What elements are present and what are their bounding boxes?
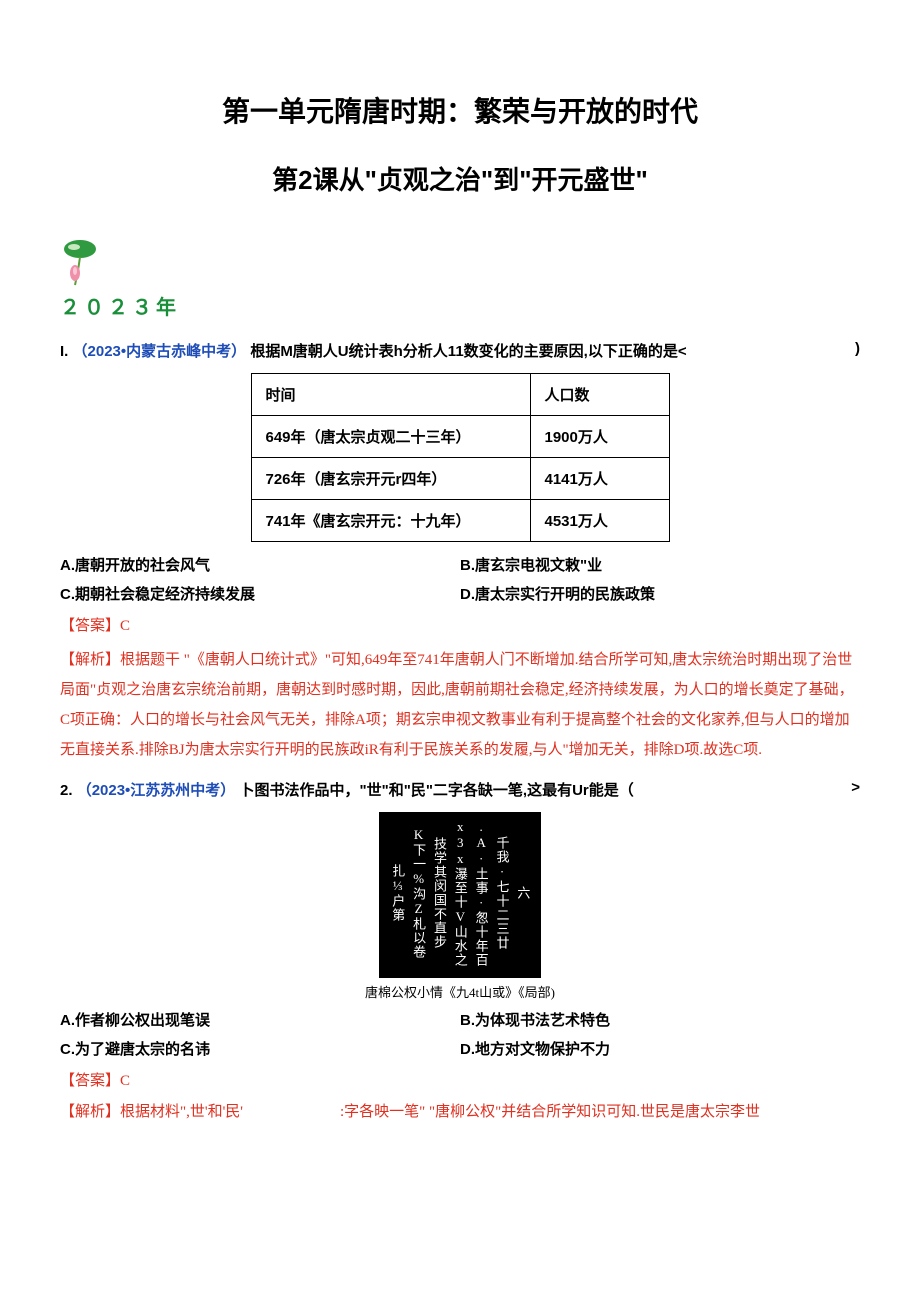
q1-table: 时间 人口数 649年（唐太宗贞观二十三年） 1900万人 726年（唐玄宗开元… (251, 373, 670, 542)
calligraphy-image: 扎⅓户第 K下一%沟Z札以卷 技学其闵国不直步 x3x瀑至十V山水之 .A·土事… (60, 812, 860, 978)
lotus-icon (60, 237, 120, 287)
calligraphy-col: 六 (515, 818, 531, 968)
q2-paren: > (851, 779, 860, 796)
table-cell: 4141万人 (530, 458, 669, 500)
year-label-2023: ２０２３年 (60, 291, 860, 320)
table-cell: 4531万人 (530, 500, 669, 542)
q2-text: 卜图书法作品中，"世"和"民"二字各缺一笔,这最有Ur能是（ (239, 782, 633, 799)
unit-title: 第一单元隋唐时期：繁荣与开放的时代 (60, 90, 860, 130)
calligraphy-col: 技学其闵国不直步 (431, 818, 447, 968)
table-cell: 649年（唐太宗贞观二十三年） (251, 416, 530, 458)
lesson-title: 第2课从"贞观之治"到"开元盛世" (60, 160, 860, 197)
q1-answer: 【答案】C (60, 614, 860, 635)
table-cell: 741年《唐玄宗开元：十九年） (251, 500, 530, 542)
lotus-decoration: ２０２３年 (60, 237, 860, 320)
q1-text: 根据M唐朝人U统计表h分析人11数变化的主要原因,以下正确的是< (250, 343, 686, 360)
q2-number: 2. (60, 782, 73, 799)
calligraphy-caption: 唐棉公权小情《九4t山或》《局部) (60, 982, 860, 1001)
calligraphy-col: 千我·七十二三廿 (494, 818, 510, 968)
calligraphy-col: 扎⅓户第 (390, 818, 406, 968)
table-row: 649年（唐太宗贞观二十三年） 1900万人 (251, 416, 669, 458)
q1-stem: I. （2023•内蒙古赤峰中考） 根据M唐朝人U统计表h分析人11数变化的主要… (60, 340, 860, 361)
calligraphy-col: x3x瀑至十V山水之 (452, 818, 468, 968)
table-header-time: 时间 (251, 374, 530, 416)
q2-option-a: A.作者柳公权出现笔误 (60, 1009, 460, 1030)
q2-stem: 2. （2023•江苏苏州中考） 卜图书法作品中，"世"和"民"二字各缺一笔,这… (60, 779, 860, 800)
q1-paren: ) (855, 340, 860, 357)
table-row: 时间 人口数 (251, 374, 669, 416)
table-cell: 726年（唐玄宗开元r四年） (251, 458, 530, 500)
q2-explain-right: :字各映一笔" "唐柳公权"并结合所学知识可知.世民是唐太宗李世 (340, 1100, 860, 1121)
q1-explain: 【解析】根据题干 "《唐朝人口统计式》"可知,649年至741年唐朝人门不断增加… (60, 645, 860, 765)
q2-options: A.作者柳公权出现笔误 B.为体现书法艺术特色 C.为了避唐太宗的名讳 D.地方… (60, 1009, 860, 1059)
q1-option-b: B.唐玄宗电视文敕"业 (460, 554, 860, 575)
q2-explain: 【解析】根据材料",世'和'民' :字各映一笔" "唐柳公权"并结合所学知识可知… (60, 1100, 860, 1121)
q2-option-b: B.为体现书法艺术特色 (460, 1009, 860, 1030)
q2-source: （2023•江苏苏州中考） (77, 782, 236, 799)
q1-source: （2023•内蒙古赤峰中考） (73, 343, 247, 360)
q1-number: I. (60, 343, 68, 360)
calligraphy-col: .A·土事·怱十年百 (473, 818, 489, 968)
q1-option-d: D.唐太宗实行开明的民族政策 (460, 583, 860, 604)
q2-option-c: C.为了避唐太宗的名讳 (60, 1038, 460, 1059)
table-header-pop: 人口数 (530, 374, 669, 416)
q2-explain-left: 【解析】根据材料",世'和'民' (60, 1100, 340, 1121)
q2-option-d: D.地方对文物保护不力 (460, 1038, 860, 1059)
table-row: 741年《唐玄宗开元：十九年） 4531万人 (251, 500, 669, 542)
q1-option-a: A.唐朝开放的社会风气 (60, 554, 460, 575)
calligraphy-col: K下一%沟Z札以卷 (411, 818, 427, 968)
table-row: 726年（唐玄宗开元r四年） 4141万人 (251, 458, 669, 500)
q1-options: A.唐朝开放的社会风气 B.唐玄宗电视文敕"业 C.期朝社会稳定经济持续发展 D… (60, 554, 860, 604)
q1-option-c: C.期朝社会稳定经济持续发展 (60, 583, 460, 604)
q2-answer: 【答案】C (60, 1069, 860, 1090)
table-cell: 1900万人 (530, 416, 669, 458)
